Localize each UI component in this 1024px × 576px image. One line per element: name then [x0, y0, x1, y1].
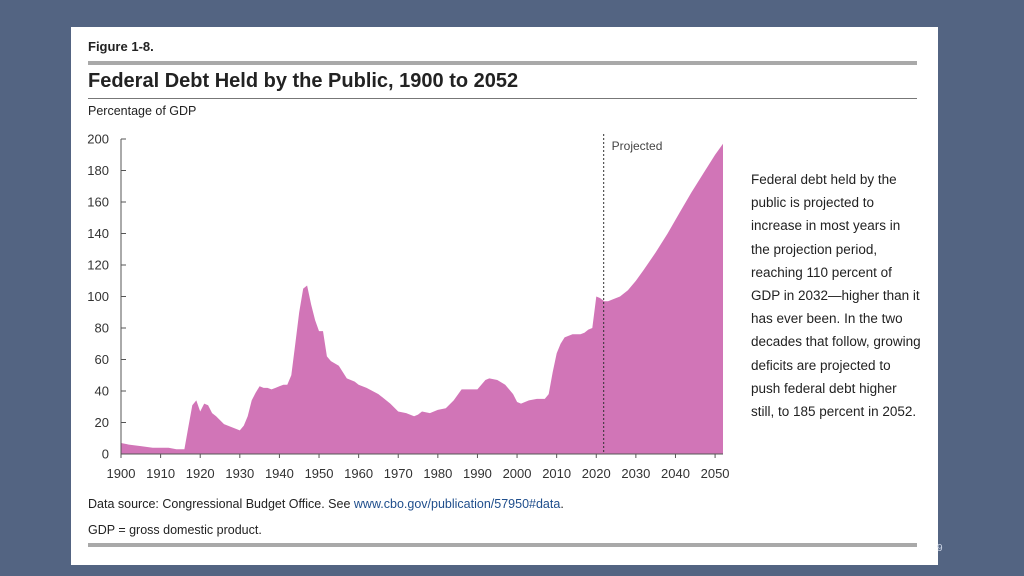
- y-tick-label: 40: [95, 384, 109, 399]
- source-suffix: .: [560, 497, 564, 511]
- title-rule: [88, 98, 917, 99]
- x-tick-label: 2020: [582, 466, 611, 481]
- x-tick-label: 1930: [225, 466, 254, 481]
- projected-label: Projected: [612, 139, 663, 153]
- y-tick-label: 180: [87, 163, 109, 178]
- y-tick-label: 80: [95, 321, 109, 336]
- x-tick-label: 1970: [384, 466, 413, 481]
- x-tick-label: 1920: [186, 466, 215, 481]
- source-prefix: Data source: Congressional Budget Office…: [88, 497, 354, 511]
- chart-annotation: Federal debt held by the public is proje…: [751, 172, 921, 420]
- chart-title: Federal Debt Held by the Public, 1900 to…: [88, 70, 519, 92]
- x-tick-label: 1960: [344, 466, 373, 481]
- data-source: Data source: Congressional Budget Office…: [88, 497, 564, 511]
- debt-area: [121, 143, 723, 454]
- y-tick-label: 200: [87, 132, 109, 147]
- x-tick-label: 1950: [305, 466, 334, 481]
- y-tick-label: 20: [95, 415, 109, 430]
- x-tick-label: 2050: [701, 466, 730, 481]
- x-tick-label: 1980: [423, 466, 452, 481]
- x-tick-label: 2000: [503, 466, 532, 481]
- y-tick-label: 100: [87, 289, 109, 304]
- bottom-rule: [88, 543, 917, 547]
- x-tick-label: 1900: [107, 466, 136, 481]
- source-link[interactable]: www.cbo.gov/publication/57950#data: [353, 497, 561, 511]
- axis-layer: [120, 134, 723, 458]
- x-tick-label: 2030: [621, 466, 650, 481]
- y-tick-label: 0: [102, 447, 109, 462]
- y-tick-label: 60: [95, 352, 109, 367]
- x-tick-label: 1910: [146, 466, 175, 481]
- y-tick-label: 120: [87, 258, 109, 273]
- y-tick-label: 160: [87, 195, 109, 210]
- area-layer: [121, 143, 723, 454]
- top-rule: [88, 61, 917, 65]
- footnote: GDP = gross domestic product.: [88, 523, 262, 537]
- x-tick-label: 1940: [265, 466, 294, 481]
- y-axis-unit-label: Percentage of GDP: [88, 104, 197, 118]
- x-tick-label: 2040: [661, 466, 690, 481]
- x-tick-label: 2010: [542, 466, 571, 481]
- figure-panel: Figure 1-8. Federal Debt Held by the Pub…: [71, 27, 938, 565]
- page-number: 9: [937, 543, 943, 554]
- x-tick-label: 1990: [463, 466, 492, 481]
- figure-number: Figure 1-8.: [88, 39, 154, 54]
- y-tick-label: 140: [87, 226, 109, 241]
